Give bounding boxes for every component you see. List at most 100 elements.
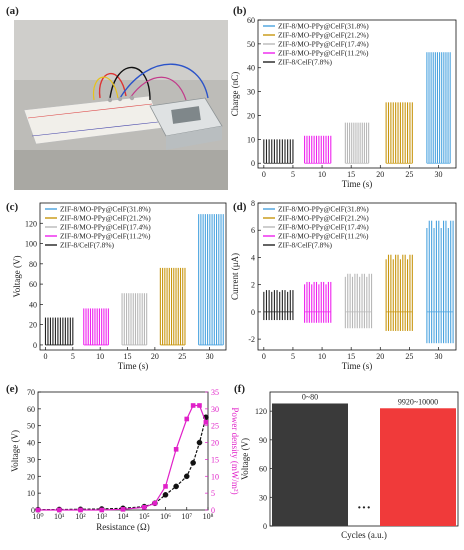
y2-tick-label: 30 bbox=[211, 405, 219, 414]
photo-setup-icon bbox=[14, 20, 228, 190]
axis-break-mark: ··· bbox=[357, 501, 371, 516]
y-tick-label: 8 bbox=[251, 199, 255, 208]
y-tick-label: 10 bbox=[27, 489, 35, 498]
chart-c-voltage: 0 5 10 15 20 25 30 0 20 40 60 80 100 120 Time (s) Volta… bbox=[12, 202, 227, 371]
y-axis-label: Voltage (V) bbox=[10, 430, 20, 472]
panel-label-b: (b) bbox=[233, 5, 247, 17]
cycle-bar-label: 9920~10000 bbox=[398, 397, 438, 406]
x-tick-label: 0 bbox=[262, 352, 266, 361]
y-tick-label: 60 bbox=[27, 405, 35, 414]
voltage-point bbox=[196, 439, 203, 446]
legend-entry: ZIF-8/MO-PPy@CelF(17.4%) bbox=[278, 40, 369, 49]
legend-entry: ZIF-8/MO-PPy@CelF(17.4%) bbox=[278, 223, 369, 232]
y-tick-label: 2 bbox=[251, 281, 255, 290]
y2-tick-label: 5 bbox=[211, 489, 215, 498]
y-tick-label: 40 bbox=[29, 300, 37, 309]
power-point bbox=[197, 403, 202, 408]
panel-label-e: (e) bbox=[6, 383, 19, 395]
y-tick-label: -2 bbox=[248, 335, 255, 344]
legend-entry: ZIF-8/MO-PPy@CelF(21.2%) bbox=[278, 214, 369, 223]
y-tick-label: 0 bbox=[33, 341, 37, 350]
y-tick-label: 30 bbox=[27, 455, 35, 464]
x-tick-label: 10⁴ bbox=[118, 512, 129, 521]
x-tick-label: 10 bbox=[318, 352, 326, 361]
power-point bbox=[184, 416, 190, 422]
x-tick-label: 30 bbox=[435, 170, 443, 179]
y2-tick-label: 25 bbox=[211, 422, 219, 431]
plot-frame bbox=[37, 391, 209, 511]
x-tick-label: 10⁰ bbox=[32, 512, 43, 521]
x-tick-label: 10 bbox=[96, 352, 104, 361]
voltage-point bbox=[173, 483, 179, 490]
power-point bbox=[78, 507, 83, 513]
voltage-point bbox=[183, 473, 190, 480]
y-tick-label: 40 bbox=[247, 64, 255, 73]
x-tick-label: 30 bbox=[435, 352, 443, 361]
y-tick-label: 120 bbox=[25, 219, 37, 228]
y-tick-label: 10 bbox=[247, 135, 255, 144]
y-axis-label: Voltage (V) bbox=[240, 438, 250, 480]
power-point bbox=[99, 507, 105, 513]
cycle-bar bbox=[380, 408, 456, 526]
legend-entry: ZIF-8/MO-PPy@CelF(31.8%) bbox=[278, 205, 369, 214]
y2-axis-label: Power density (mW/m²) bbox=[230, 407, 240, 494]
x-tick-label: 0 bbox=[262, 170, 266, 179]
x-axis-label: Time (s) bbox=[118, 361, 148, 371]
plot-frame bbox=[39, 202, 227, 351]
plot-frame bbox=[269, 391, 459, 527]
chart-f-cycles: 0 30 60 90 120 Voltage (V) Cycles (a.u.) 0~80 99… bbox=[240, 391, 459, 540]
y-tick-label: 6 bbox=[251, 226, 255, 235]
y-tick-label: 30 bbox=[259, 493, 267, 502]
power-point bbox=[141, 505, 147, 510]
x-tick-label: 25 bbox=[178, 352, 186, 361]
plot-frame bbox=[257, 19, 457, 169]
y-axis-label: Charge (nC) bbox=[230, 72, 240, 117]
legend-entry: ZIF-8/MO-PPy@CelF(17.4%) bbox=[60, 223, 151, 232]
x-tick-label: 10 bbox=[318, 170, 326, 179]
y2-tick-label: 35 bbox=[211, 388, 219, 397]
y2-tick-label: 20 bbox=[211, 439, 219, 448]
power-point bbox=[152, 500, 158, 506]
y-tick-label: 0 bbox=[251, 308, 255, 317]
y-tick-label: 30 bbox=[247, 88, 255, 97]
chart-e-resistance: 10⁰ 10¹ 10² 10³ 10⁴ 10⁵ 10⁶ 10⁷ 10⁸0102030405060… bbox=[10, 388, 240, 532]
y-axis-label: Current (μA) bbox=[230, 253, 240, 300]
cycle-bar bbox=[272, 403, 348, 526]
x-tick-label: 10⁵ bbox=[139, 512, 150, 521]
chart-b-charge: 0 5 10 15 20 25 30 0 10 20 30 40 50 60 Time (s) Charge … bbox=[230, 16, 457, 189]
power-point bbox=[35, 507, 41, 513]
x-tick-label: 25 bbox=[405, 170, 413, 179]
x-tick-label: 10² bbox=[75, 512, 86, 521]
x-tick-label: 15 bbox=[347, 170, 355, 179]
y-tick-label: 60 bbox=[29, 280, 37, 289]
y-tick-label: 4 bbox=[251, 253, 255, 262]
y-axis-label: Voltage (V) bbox=[12, 255, 22, 297]
x-tick-label: 10⁶ bbox=[160, 512, 171, 521]
power-point bbox=[173, 447, 179, 452]
x-axis-label: Cycles (a.u.) bbox=[341, 530, 387, 540]
legend-entry: ZIF-8/MO-PPy@CelF(11.2%) bbox=[60, 232, 151, 241]
legend-entry: ZIF-8/MO-PPy@CelF(21.2%) bbox=[278, 31, 369, 40]
x-tick-label: 10⁷ bbox=[181, 512, 192, 521]
y-tick-label: 20 bbox=[247, 111, 255, 120]
y-tick-label: 20 bbox=[29, 321, 37, 330]
y-tick-label: 0 bbox=[31, 506, 35, 515]
power-point bbox=[190, 403, 196, 408]
y-tick-label: 100 bbox=[25, 240, 37, 249]
x-tick-label: 0 bbox=[43, 352, 47, 361]
x-axis-label: Time (s) bbox=[342, 179, 372, 189]
y-tick-label: 40 bbox=[27, 439, 35, 448]
power-point bbox=[203, 420, 209, 425]
legend-entry: ZIF-8/CelF(7.8%) bbox=[278, 241, 333, 250]
panel-label-c: (c) bbox=[6, 201, 19, 213]
y-tick-label: 60 bbox=[247, 16, 255, 25]
y-tick-label: 90 bbox=[259, 436, 267, 445]
y-tick-label: 70 bbox=[27, 388, 35, 397]
x-tick-label: 10³ bbox=[97, 512, 108, 521]
x-tick-label: 15 bbox=[347, 352, 355, 361]
panel-label-a: (a) bbox=[6, 5, 19, 17]
panel-label-f: (f) bbox=[234, 383, 245, 395]
x-tick-label: 20 bbox=[376, 352, 384, 361]
x-tick-label: 10¹ bbox=[54, 512, 65, 521]
